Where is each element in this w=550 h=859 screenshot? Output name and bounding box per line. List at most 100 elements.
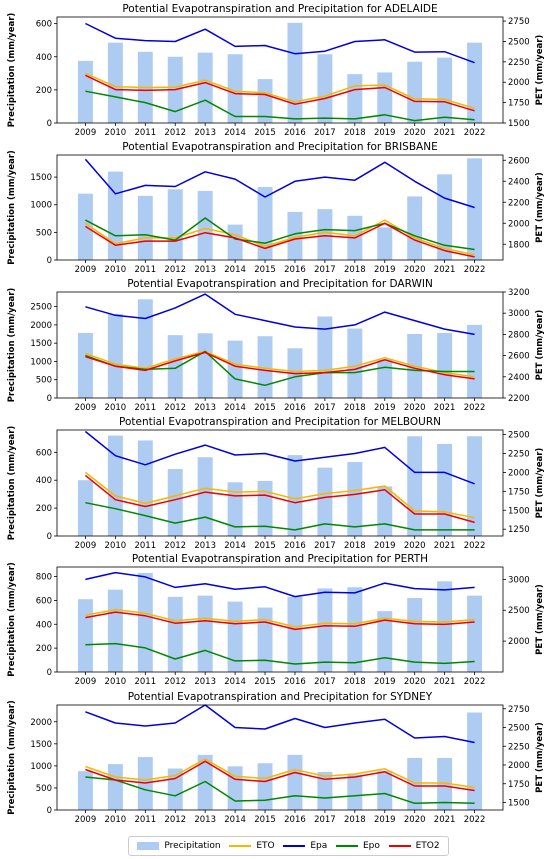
chart-3-y2tick-label: 2000 [508, 468, 530, 478]
chart-3-bar-2017 [317, 467, 333, 536]
chart-1-y2tick-label: 2400 [508, 177, 530, 187]
chart-1-bar-2022 [467, 158, 483, 260]
chart-2-ytick-label: 1500 [30, 339, 52, 349]
chart-2-bar-2012 [167, 335, 183, 398]
chart-5-y2tick-label: 2500 [508, 724, 530, 734]
chart-0-bar-2014 [227, 54, 243, 123]
chart-4-ytick-label: 200 [36, 644, 52, 654]
chart-5-xtick-label: 2009 [75, 815, 97, 825]
chart-0-ytick-label: 600 [36, 20, 52, 30]
chart-2-xtick-label: 2018 [344, 403, 366, 413]
chart-0-title: Potential Evapotranspiration and Precipi… [122, 3, 437, 15]
chart-1-bar-2017 [317, 209, 333, 260]
chart-0-bar-2010 [107, 42, 123, 123]
chart-1-bar-2012 [167, 189, 183, 260]
chart-4-title: Potential Evapotranspiration and Precipi… [132, 553, 428, 565]
chart-0-bar-2018 [347, 74, 363, 123]
chart-4-y2tick-label: 2000 [508, 637, 530, 647]
chart-0-xtick-label: 2015 [254, 128, 276, 138]
chart-5-y2tick-label: 2250 [508, 742, 530, 752]
chart-4-bar-2015 [257, 607, 273, 672]
chart-3-y2tick-label: 1250 [508, 525, 530, 535]
chart-2-xtick-label: 2022 [464, 403, 486, 413]
chart-1-ytick-label: 1000 [30, 201, 52, 211]
chart-3-xtick-label: 2009 [75, 541, 97, 551]
legend-item-precipitation: Precipitation [137, 841, 221, 851]
chart-3-bar-2020 [407, 436, 423, 536]
chart-1-y2tick-label: 2600 [508, 156, 530, 166]
legend-swatch-eto2 [388, 845, 411, 847]
chart-4-bar-2010 [107, 589, 123, 672]
chart-2-ylabel: Precipitation (mm/year) [7, 288, 17, 403]
legend-swatch-eto [229, 845, 252, 847]
chart-4-xtick-label: 2009 [75, 677, 97, 687]
chart-2-y2tick-label: 2200 [508, 394, 530, 404]
chart-0-line-eto [85, 72, 475, 110]
chart-2-y2tick-label: 2600 [508, 352, 530, 362]
chart-1-ytick-label: 0 [47, 256, 52, 266]
chart-4-xtick-label: 2019 [374, 677, 396, 687]
chart-3-xtick-label: 2011 [134, 541, 156, 551]
chart-2-xtick-label: 2016 [284, 403, 306, 413]
chart-3-xtick-label: 2013 [194, 541, 216, 551]
chart-3-xtick-label: 2021 [434, 541, 456, 551]
legend-label-epo: Epo [362, 841, 380, 851]
chart-3-bar-2011 [137, 440, 153, 536]
chart-4-line-eto [85, 608, 475, 628]
legend-label-eto2: ETO2 [415, 841, 440, 851]
chart-3-line-epo [85, 501, 475, 531]
chart-5-ytick-label: 0 [47, 806, 52, 816]
legend: Precipitation ETO Epa Epo ETO2 [128, 836, 449, 856]
chart-0-ytick-label: 0 [47, 119, 52, 129]
chart-1-xtick-label: 2016 [284, 265, 306, 275]
chart-0-ytick-label: 400 [36, 53, 52, 63]
chart-2-line-eto [85, 350, 475, 378]
chart-2-xtick-label: 2014 [224, 403, 246, 413]
chart-1-ytick-label: 1500 [30, 173, 52, 183]
chart-2-xtick-label: 2021 [434, 403, 456, 413]
chart-5-xtick-label: 2012 [164, 815, 186, 825]
legend-item-epo: Epo [335, 841, 380, 851]
chart-3-title: Potential Evapotranspiration and Precipi… [119, 416, 441, 428]
chart-0-y2tick-label: 1750 [508, 99, 530, 109]
chart-5-y2tick-label: 1500 [508, 799, 530, 809]
chart-1-line-epa [84, 158, 475, 209]
chart-5-bar-2018 [347, 774, 363, 810]
chart-4-xtick-label: 2011 [134, 677, 156, 687]
chart-4-bar-2011 [137, 572, 153, 672]
chart-2-bar-2013 [197, 333, 213, 398]
chart-0-y2tick-label: 2250 [508, 58, 530, 68]
chart-5-xtick-label: 2014 [224, 815, 246, 825]
chart-3-y2tick-label: 2250 [508, 449, 530, 459]
chart-2-y2tick-label: 2400 [508, 373, 530, 383]
legend-swatch-epa [283, 845, 306, 847]
chart-3-line-eto [84, 471, 475, 519]
chart-4-y2tick-label: 3000 [508, 575, 530, 585]
chart-1-y2tick-label: 2000 [508, 219, 530, 229]
chart-3-bar-2015 [257, 480, 273, 536]
chart-1-line-eto2 [85, 222, 475, 258]
chart-1-xtick-label: 2020 [404, 265, 426, 275]
chart-1-xtick-label: 2021 [434, 265, 456, 275]
chart-5-xtick-label: 2010 [105, 815, 127, 825]
chart-1-title: Potential Evapotranspiration and Precipi… [122, 141, 437, 153]
chart-2-xtick-label: 2019 [374, 403, 396, 413]
chart-1-bar-2013 [197, 190, 213, 260]
chart-1-xtick-label: 2013 [194, 265, 216, 275]
chart-1-ylabel: Precipitation (mm/year) [7, 150, 17, 265]
chart-2-title: Potential Evapotranspiration and Precipi… [127, 278, 433, 290]
chart-3-xtick-label: 2016 [284, 541, 306, 551]
chart-5-xtick-label: 2016 [284, 815, 306, 825]
chart-3-ytick-label: 200 [36, 504, 52, 514]
figure: Potential Evapotranspiration and Precipi… [7, 3, 545, 825]
chart-1-xtick-label: 2022 [464, 265, 486, 275]
chart-4-xtick-label: 2013 [194, 677, 216, 687]
chart-4-bar-2012 [167, 596, 183, 672]
chart-5-ytick-label: 1500 [30, 740, 52, 750]
chart-2-y2tick-label: 2800 [508, 330, 530, 340]
chart-1-xtick-label: 2017 [314, 265, 336, 275]
chart-2-xtick-label: 2009 [75, 403, 97, 413]
chart-3-xtick-label: 2017 [314, 541, 336, 551]
chart-2-bar-2010 [107, 313, 123, 398]
chart-3-line-epa [84, 430, 475, 485]
